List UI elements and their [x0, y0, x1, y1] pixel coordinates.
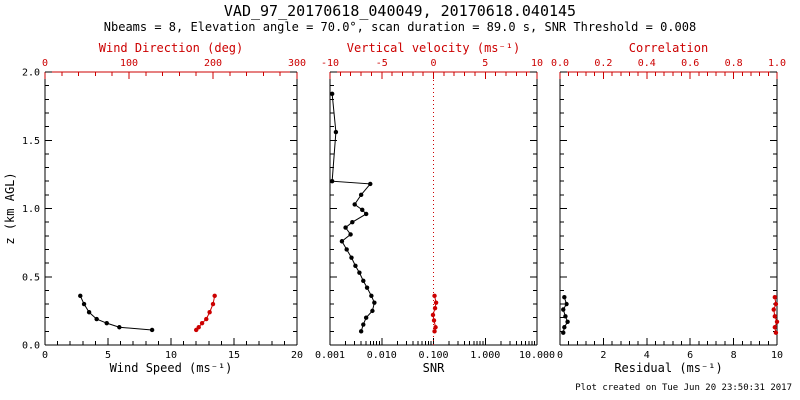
- svg-text:0.6: 0.6: [681, 58, 699, 69]
- svg-text:0.100: 0.100: [418, 350, 448, 361]
- residual-correlation-panel: 0 2 4 6 8 10 0.0 0.2 0.4 0.6 0.8 1.0 Residual (ms⁻¹)…: [551, 41, 786, 375]
- svg-text:1.000: 1.000: [470, 350, 500, 361]
- svg-text:20: 20: [291, 350, 303, 361]
- svg-text:Wind Direction (deg): Wind Direction (deg): [99, 41, 244, 55]
- svg-text:0: 0: [430, 58, 436, 69]
- snr-series: [329, 91, 377, 334]
- svg-text:1.5: 1.5: [22, 136, 40, 147]
- plot-subtitle: Nbeams = 8, Elevation angle = 70.0°, sca…: [103, 20, 697, 34]
- svg-text:0.001: 0.001: [315, 350, 345, 361]
- svg-text:SNR: SNR: [423, 361, 445, 375]
- svg-text:6: 6: [687, 350, 693, 361]
- svg-text:100: 100: [120, 58, 138, 69]
- svg-text:0.010: 0.010: [367, 350, 397, 361]
- svg-text:z (km AGL): z (km AGL): [3, 172, 17, 244]
- svg-text:10: 10: [165, 350, 177, 361]
- correlation-series: [771, 295, 780, 335]
- svg-text:1.0: 1.0: [22, 204, 40, 215]
- svg-text:Correlation: Correlation: [629, 41, 708, 55]
- svg-text:10: 10: [531, 58, 543, 69]
- residual-series: [561, 295, 570, 335]
- vertical-velocity-series: [430, 293, 439, 334]
- wind-direction-series: [194, 293, 217, 333]
- svg-text:8: 8: [731, 350, 737, 361]
- svg-text:0: 0: [42, 58, 48, 69]
- svg-text:0.0: 0.0: [551, 58, 569, 69]
- svg-text:0.4: 0.4: [638, 58, 656, 69]
- svg-text:200: 200: [204, 58, 222, 69]
- svg-text:4: 4: [644, 350, 650, 361]
- svg-text:Vertical velocity (ms⁻¹): Vertical velocity (ms⁻¹): [347, 41, 520, 55]
- wind-speed-series: [78, 293, 155, 333]
- svg-text:5: 5: [482, 58, 488, 69]
- svg-text:300: 300: [288, 58, 306, 69]
- plot-footer: Plot created on Tue Jun 20 23:50:31 2017: [575, 383, 792, 393]
- svg-text:Wind Speed (ms⁻¹): Wind Speed (ms⁻¹): [110, 361, 233, 375]
- svg-text:10.000: 10.000: [519, 350, 555, 361]
- svg-text:5: 5: [105, 350, 111, 361]
- svg-text:-10: -10: [321, 58, 339, 69]
- plot-title: VAD_97_20170618_040049, 20170618.040145: [223, 2, 577, 20]
- svg-text:Residual (ms⁻¹): Residual (ms⁻¹): [614, 361, 722, 375]
- svg-text:0.0: 0.0: [22, 341, 40, 352]
- svg-text:2: 2: [600, 350, 606, 361]
- svg-text:1.0: 1.0: [768, 58, 786, 69]
- svg-text:15: 15: [228, 350, 240, 361]
- svg-text:0.8: 0.8: [725, 58, 743, 69]
- svg-text:0.5: 0.5: [22, 272, 40, 283]
- svg-text:0.2: 0.2: [594, 58, 612, 69]
- snr-vertical-velocity-panel: 0.001 0.010 0.100 1.000 10.000 -10 -5 0 5 10 SNR Ve…: [315, 41, 555, 375]
- svg-text:-5: -5: [376, 58, 388, 69]
- svg-text:10: 10: [771, 350, 783, 361]
- svg-text:2.0: 2.0: [22, 68, 40, 79]
- svg-text:0: 0: [42, 350, 48, 361]
- svg-text:0: 0: [557, 350, 563, 361]
